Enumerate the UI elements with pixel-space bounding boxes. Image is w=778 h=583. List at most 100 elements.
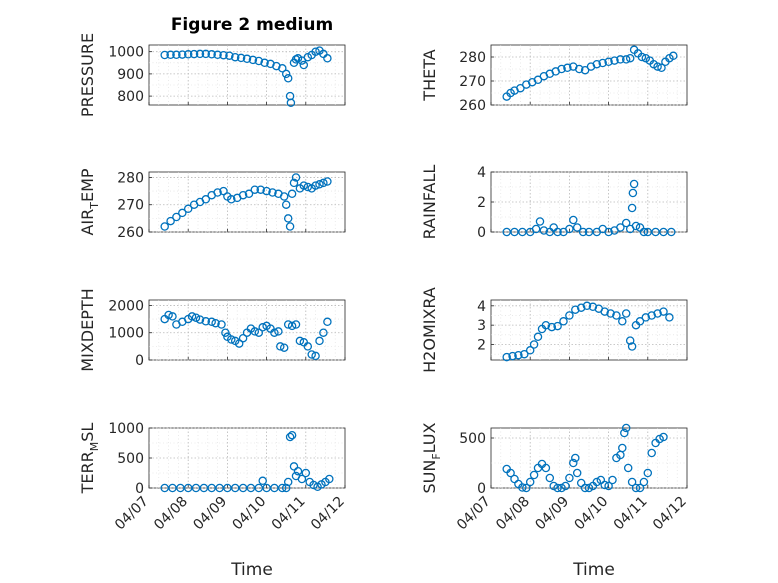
- data-point: [563, 63, 572, 73]
- data-point: [285, 432, 295, 442]
- data-point: [559, 317, 568, 326]
- data-point: [618, 317, 627, 326]
- data-point: [553, 483, 562, 493]
- data-point: [211, 318, 220, 328]
- data-point: [592, 59, 602, 69]
- y-tick-label: 260: [459, 98, 486, 114]
- axes-box: [490, 44, 688, 106]
- data-point: [168, 312, 177, 321]
- data-point: [639, 477, 649, 487]
- data-point: [189, 49, 199, 59]
- y-tick-label: 1000: [108, 326, 144, 342]
- data-point: [166, 50, 175, 60]
- data-point: [576, 303, 586, 312]
- data-point: [647, 448, 656, 458]
- x-tick-label: 04/10: [572, 494, 612, 534]
- data-point: [303, 182, 313, 192]
- x-tick-label: 04/12: [650, 494, 690, 534]
- data-point: [502, 352, 511, 362]
- data-point: [553, 321, 562, 331]
- data-point: [506, 468, 515, 478]
- figure-title: Figure 2 medium: [171, 15, 333, 35]
- data-point: [604, 227, 613, 237]
- data-point: [665, 313, 674, 322]
- data-point: [620, 428, 629, 438]
- data-point: [291, 173, 301, 182]
- data-point: [572, 223, 582, 232]
- y-axis-label: RAINFALL: [420, 165, 439, 240]
- data-point: [631, 221, 641, 231]
- data-point: [227, 335, 236, 344]
- data-point: [234, 339, 244, 348]
- y-tick-label: 0: [477, 225, 486, 241]
- data-point: [201, 49, 211, 59]
- data-point: [547, 322, 557, 332]
- data-point: [604, 481, 613, 491]
- data-point: [178, 50, 187, 59]
- y-tick-label: 2: [477, 195, 486, 211]
- data-point: [160, 50, 169, 60]
- data-point: [287, 430, 297, 440]
- data-point: [612, 311, 621, 320]
- data-point: [213, 188, 222, 197]
- y-axis-label: AIRTEMP: [78, 168, 101, 235]
- data-point: [635, 483, 645, 493]
- data-point: [616, 55, 625, 64]
- data-point: [230, 483, 240, 493]
- data-point: [574, 64, 584, 74]
- y-axis-label: SUNFLUX: [420, 422, 443, 493]
- data-point: [283, 214, 293, 223]
- y-tick-label: 0: [135, 481, 144, 497]
- data-point: [281, 69, 291, 79]
- data-point: [168, 483, 177, 493]
- data-point: [191, 483, 201, 493]
- data-point: [508, 351, 517, 361]
- data-point: [621, 55, 631, 64]
- data-point: [219, 186, 228, 196]
- data-point: [616, 223, 625, 232]
- data-point: [535, 217, 545, 226]
- data-point: [183, 204, 193, 214]
- data-point: [281, 200, 291, 209]
- data-point: [299, 60, 309, 70]
- data-point: [600, 307, 609, 316]
- y-tick-label: 3: [477, 318, 486, 334]
- data-point: [525, 346, 535, 355]
- data-point: [256, 185, 265, 194]
- data-point: [315, 180, 324, 189]
- data-point: [653, 309, 662, 318]
- data-point: [561, 481, 570, 491]
- y-tick-label: 1000: [108, 45, 144, 61]
- data-point: [244, 189, 254, 199]
- data-point: [258, 323, 267, 332]
- data-point: [657, 63, 666, 73]
- data-point: [541, 320, 551, 330]
- data-point: [225, 51, 234, 60]
- data-point: [545, 473, 555, 483]
- data-point: [635, 317, 645, 326]
- data-point: [291, 320, 301, 329]
- y-tick-label: 1000: [108, 421, 144, 437]
- data-point: [254, 56, 264, 66]
- data-point: [297, 474, 307, 484]
- y-tick-label: 800: [117, 89, 144, 105]
- data-point: [172, 212, 181, 222]
- data-point: [283, 74, 293, 83]
- data-point: [260, 58, 269, 68]
- data-point: [213, 50, 222, 60]
- data-point: [319, 328, 328, 337]
- data-point: [295, 336, 305, 346]
- x-tick-label: 04/12: [308, 494, 348, 534]
- data-point: [279, 343, 289, 352]
- data-point: [618, 443, 627, 453]
- data-point: [207, 50, 216, 59]
- data-point: [541, 463, 551, 473]
- data-point: [242, 54, 252, 64]
- data-point: [604, 57, 613, 67]
- data-point: [565, 311, 574, 320]
- data-point: [166, 216, 175, 226]
- data-point: [221, 328, 230, 337]
- axes-box: [148, 171, 346, 233]
- data-point: [311, 181, 320, 190]
